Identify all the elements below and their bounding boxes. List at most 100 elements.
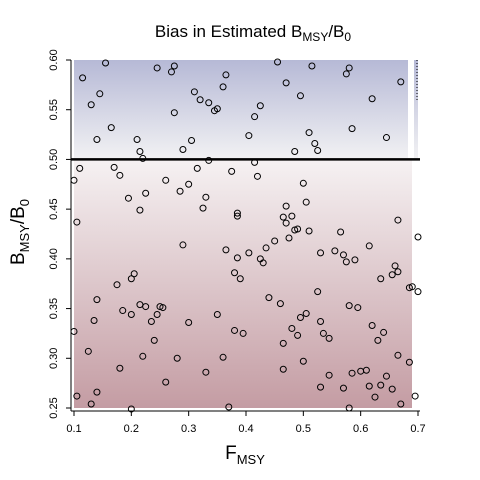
data-point xyxy=(362,366,370,374)
data-point xyxy=(317,383,325,391)
data-point xyxy=(239,329,247,337)
data-point xyxy=(142,189,150,197)
y-axis-label: BMSY/B0 xyxy=(8,199,32,265)
y-tick-label: 0.30 xyxy=(48,348,60,369)
data-point xyxy=(107,124,115,132)
data-point xyxy=(202,368,210,376)
data-point xyxy=(231,326,239,334)
data-point xyxy=(231,269,239,277)
data-point xyxy=(73,218,81,226)
data-point xyxy=(179,145,187,153)
data-point xyxy=(213,105,221,113)
data-points xyxy=(70,58,422,413)
data-point xyxy=(342,258,350,266)
data-point xyxy=(176,187,184,195)
data-point xyxy=(70,176,78,184)
y-tick-label: 0.25 xyxy=(48,397,60,418)
data-point xyxy=(302,198,310,206)
data-point xyxy=(147,317,155,325)
data-point xyxy=(124,194,132,202)
data-point xyxy=(288,324,296,332)
data-point xyxy=(414,233,422,241)
data-point xyxy=(222,71,230,79)
upper-band xyxy=(74,60,418,158)
x-tick-label: 0.6 xyxy=(353,423,368,435)
x-tick-label: 0.1 xyxy=(66,423,81,435)
data-point xyxy=(251,113,259,121)
data-point xyxy=(133,136,141,144)
data-point xyxy=(190,88,198,96)
data-point xyxy=(219,83,227,91)
data-point xyxy=(365,242,373,250)
data-point xyxy=(262,244,270,252)
data-point xyxy=(397,78,405,86)
data-point xyxy=(414,288,422,296)
data-point xyxy=(282,79,290,87)
data-point xyxy=(127,311,135,319)
data-point xyxy=(102,59,110,67)
x-tick-label: 0.7 xyxy=(410,423,425,435)
data-point xyxy=(84,347,92,355)
data-point xyxy=(371,393,379,401)
data-point xyxy=(179,241,187,249)
data-point xyxy=(233,212,241,220)
data-point xyxy=(70,327,78,335)
data-point xyxy=(130,270,138,278)
data-point xyxy=(76,164,84,172)
data-point xyxy=(225,403,233,411)
data-point xyxy=(233,254,241,262)
x-tick-label: 0.3 xyxy=(181,423,196,435)
data-point xyxy=(162,176,170,184)
data-point xyxy=(276,300,284,308)
data-point xyxy=(279,213,287,221)
data-point xyxy=(354,304,362,312)
data-point xyxy=(339,251,347,259)
data-point xyxy=(93,388,101,396)
y-tick-label: 0.50 xyxy=(48,149,60,170)
data-point xyxy=(299,179,307,187)
data-point xyxy=(170,62,178,70)
data-point xyxy=(271,237,279,245)
data-point xyxy=(325,371,333,379)
data-point xyxy=(222,246,230,254)
data-point xyxy=(213,311,221,319)
data-point xyxy=(245,132,253,140)
data-point xyxy=(159,304,167,312)
data-point xyxy=(153,311,161,319)
data-point xyxy=(265,294,273,302)
x-tick-label: 0.5 xyxy=(296,423,311,435)
data-point xyxy=(139,352,147,360)
y-tick-label: 0.60 xyxy=(48,49,60,70)
x-axis-label-main: F xyxy=(225,443,237,464)
lower-band xyxy=(74,158,418,408)
data-point xyxy=(142,303,150,311)
data-point xyxy=(294,225,302,233)
data-point xyxy=(294,331,302,339)
data-point xyxy=(79,74,87,82)
data-point xyxy=(116,171,124,179)
x-axis-label: FMSY xyxy=(225,443,265,467)
data-point xyxy=(136,147,144,155)
data-point xyxy=(345,64,353,72)
data-point xyxy=(345,404,353,412)
data-point xyxy=(348,369,356,377)
data-point xyxy=(382,134,390,142)
data-point xyxy=(296,314,304,322)
data-point xyxy=(219,353,227,361)
chart-title-slash: /B xyxy=(328,22,344,41)
data-point xyxy=(196,96,204,104)
data-point xyxy=(167,68,175,76)
data-point xyxy=(305,227,313,235)
data-point xyxy=(302,310,310,318)
data-point xyxy=(87,101,95,109)
edge-gap-lower xyxy=(412,158,418,408)
data-point xyxy=(382,372,390,380)
data-point xyxy=(279,365,287,373)
data-point xyxy=(331,247,339,255)
data-point xyxy=(288,212,296,220)
y-axis-label-sub2: 0 xyxy=(17,199,32,206)
data-point xyxy=(199,204,207,212)
data-point xyxy=(374,336,382,344)
data-point xyxy=(368,95,376,103)
data-point xyxy=(153,64,161,72)
